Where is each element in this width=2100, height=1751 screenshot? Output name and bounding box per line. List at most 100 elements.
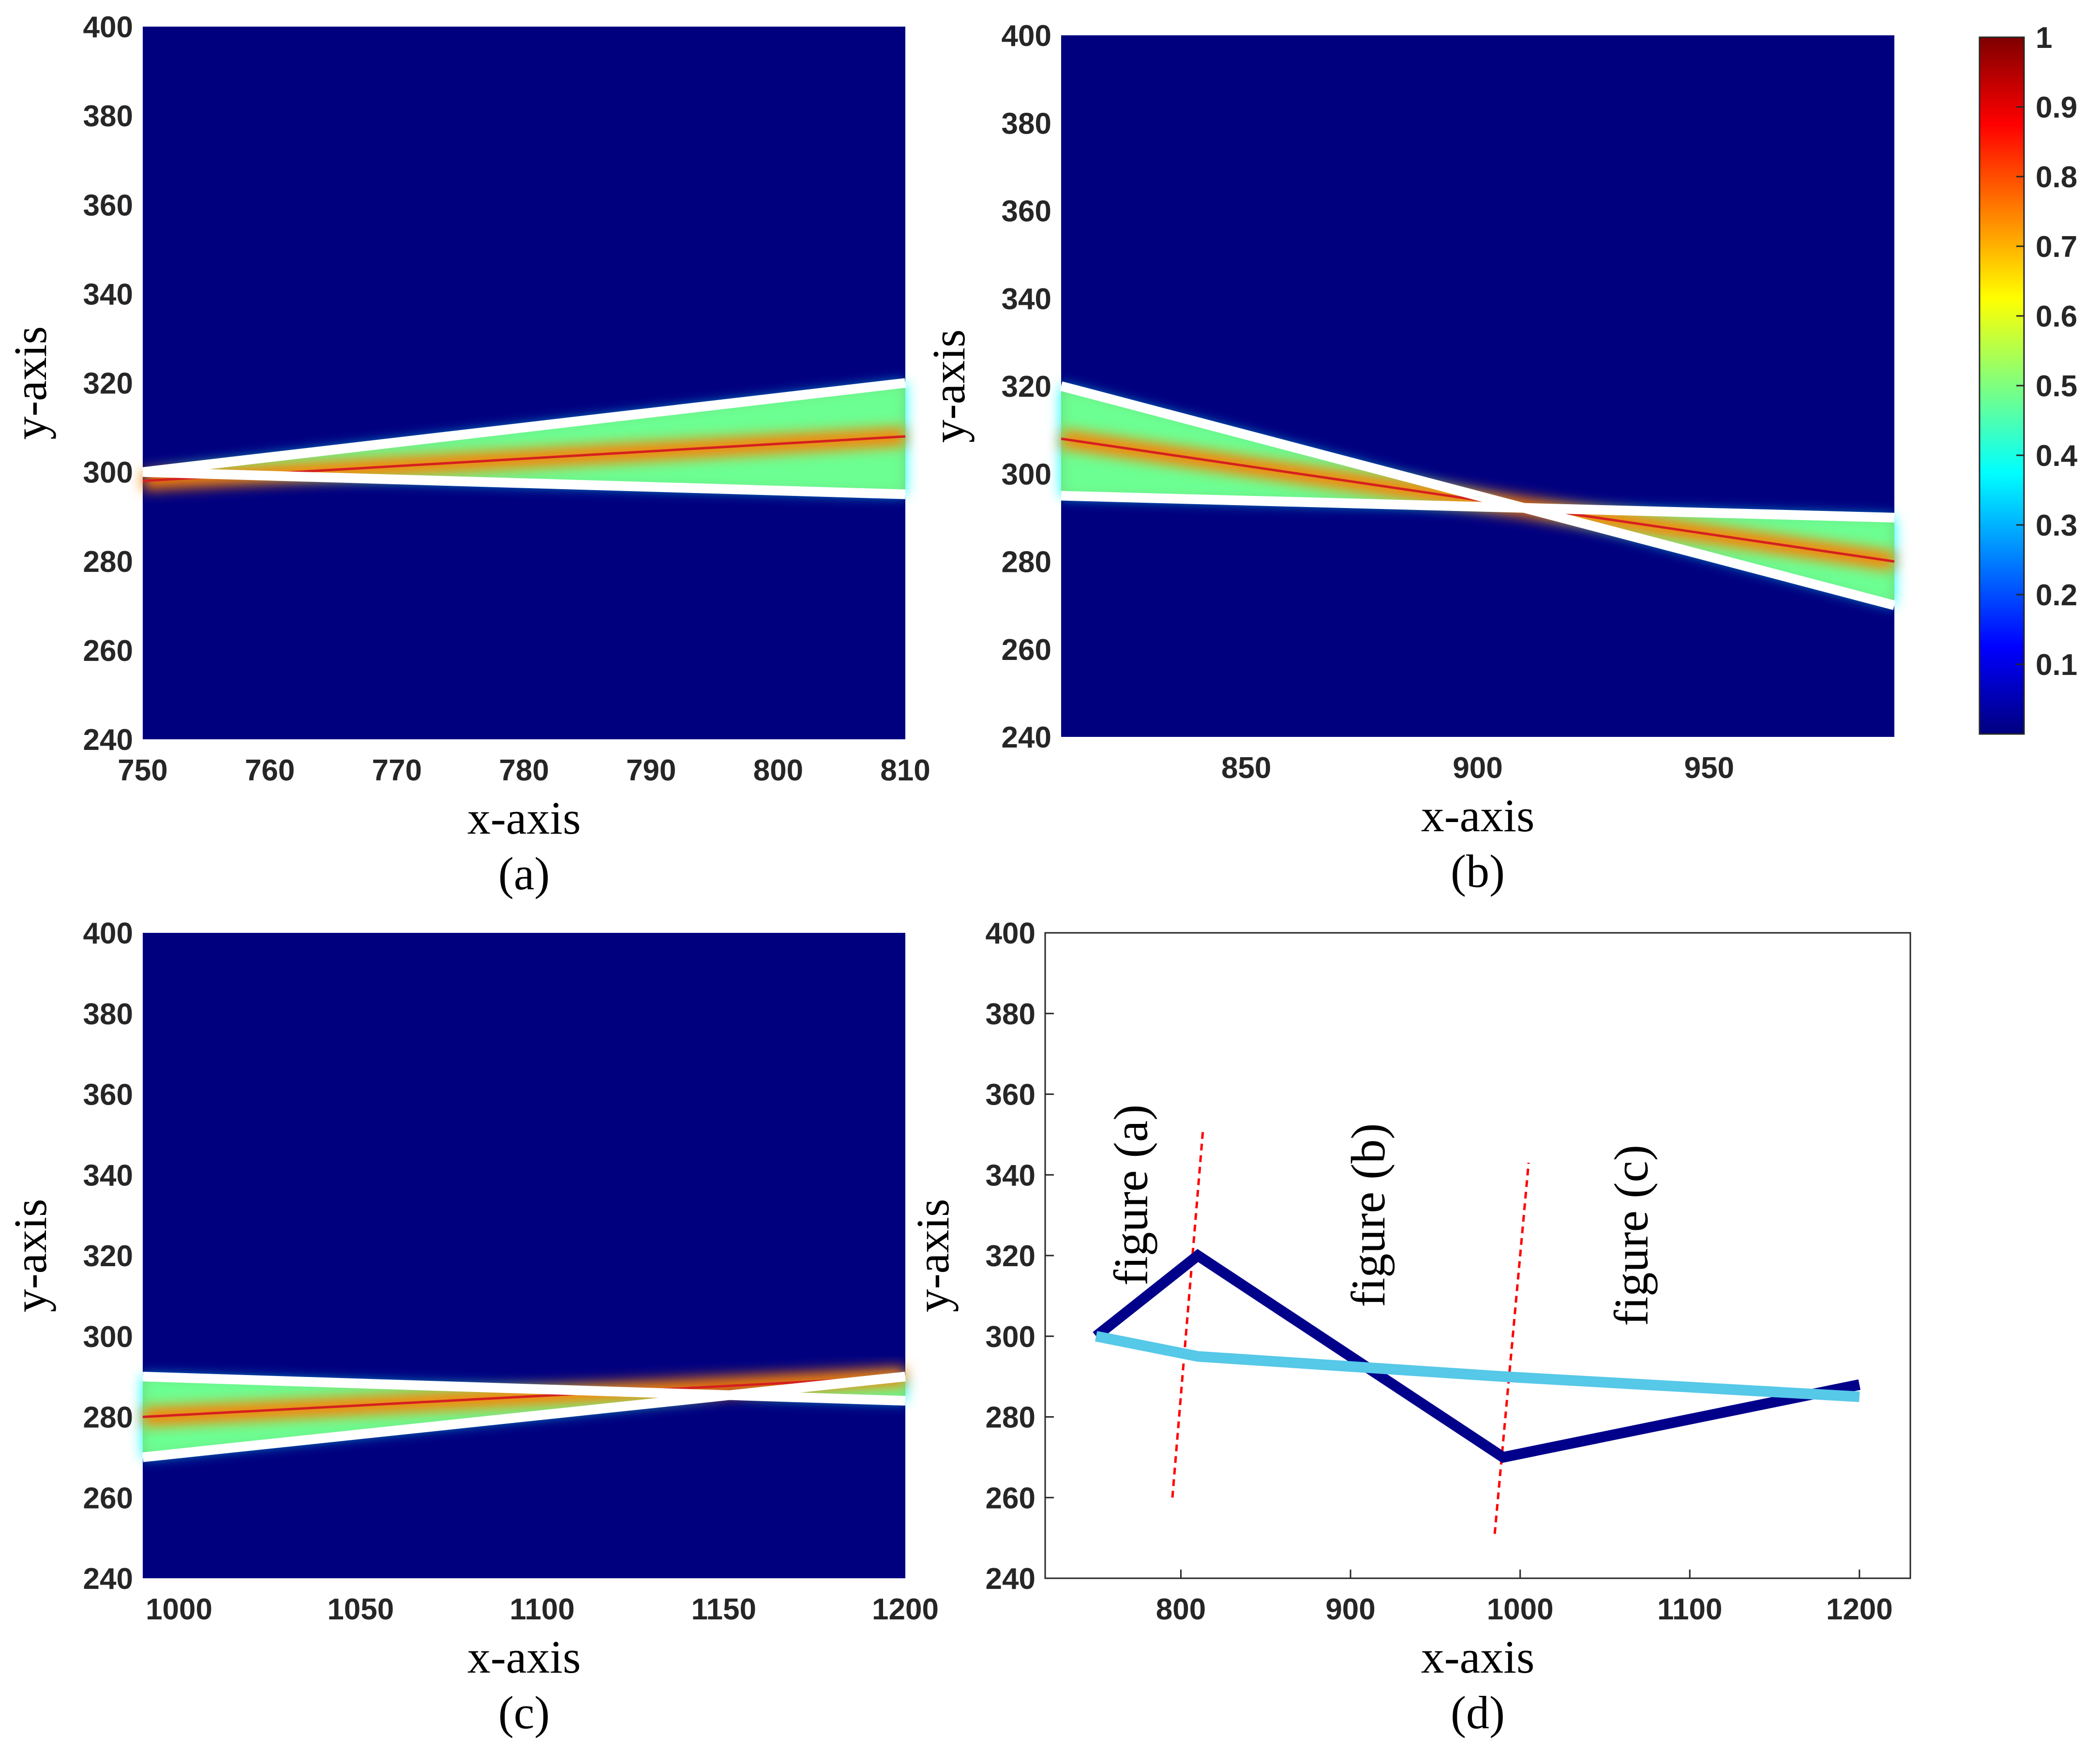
y-tick-label: 360 [83,1078,133,1112]
y-tick-label: 340 [986,1159,1035,1192]
y-tick-label: 320 [83,367,133,401]
red-center-line [142,1375,906,1418]
panel-b-y-ticks: 240 260 280 300 320 340 360 380 400 [1002,19,1051,754]
x-tick-label: 1000 [146,1593,212,1626]
panel-c-caption: (c) [498,1687,550,1738]
y-tick-label: 360 [1002,195,1051,228]
x-tick-label: 950 [1684,751,1734,785]
y-tick-label: 360 [83,189,133,222]
y-tick-label: 300 [1002,458,1051,491]
y-tick-label: 300 [83,1320,133,1354]
colorbar-tick-label: 0.4 [2036,439,2078,473]
dashed-divider-1 [1171,1130,1204,1498]
y-tick-label: 320 [83,1240,133,1273]
region-annotation: figure (a) [1104,1105,1157,1286]
panel-c-lines [142,1372,906,1462]
y-tick-label: 400 [83,917,133,950]
x-tick-label: 1100 [1657,1593,1723,1626]
colorbar-tick-label: 0.1 [2036,648,2077,682]
x-tick-label: 900 [1453,751,1502,785]
panel-d-x-axis-label: x-axis [1421,1631,1535,1683]
colorbar-scale [1979,36,2025,735]
y-tick-label: 260 [1002,633,1051,667]
colorbar-tick-label: 0.2 [2036,579,2077,612]
y-tick-label: 400 [83,11,133,44]
y-tick-label: 400 [1002,19,1051,53]
panel-a-y-ticks: 240 260 280 300 320 340 360 380 400 [83,11,133,757]
y-tick-label: 240 [1002,721,1051,754]
panel-d-annotations: figure (a) figure (b) figure (c) [1104,1105,1658,1326]
panel-c-x-ticks: 1000 1050 1100 1150 1200 [146,1593,939,1626]
colorbar-tick-label: 0.9 [2036,91,2077,124]
y-tick-label: 340 [83,278,133,311]
panel-d-y-ticks: 240 260 280 300 320 340 360 380 400 [986,917,1054,1596]
y-tick-label: 400 [986,917,1035,950]
x-tick-label: 1200 [1826,1593,1893,1626]
colorbar-tick-label: 0.8 [2036,161,2077,194]
y-tick-label: 280 [83,1401,133,1435]
region-annotation: figure (c) [1605,1145,1658,1326]
y-tick-label: 300 [83,456,133,490]
panel-d-lines [1093,1130,1861,1534]
white-boundary-line-1 [1060,381,1896,610]
y-tick-label: 280 [1002,546,1051,579]
y-tick-label: 380 [1002,107,1051,140]
x-tick-label: 780 [499,754,549,787]
y-tick-label: 280 [986,1401,1035,1435]
region-annotation: figure (b) [1341,1123,1395,1307]
y-tick-label: 360 [986,1078,1035,1112]
panel-a-heatmap-background [143,27,905,739]
panel-b-lines [1060,381,1896,610]
panel-d-x-ticks: 800 900 1000 1100 1200 [1156,1570,1893,1626]
white-boundary-line-1 [142,1372,906,1462]
panel-d-y-axis-label: y-axis [907,1199,959,1313]
panel-c-y-axis-label: y-axis [4,1199,56,1313]
dashed-divider-2 [1493,1163,1530,1534]
colorbar-tick-label: 1 [2036,21,2052,55]
y-tick-label: 340 [1002,283,1051,316]
white-boundary-line-2 [142,467,906,499]
y-tick-label: 260 [83,634,133,668]
x-tick-label: 850 [1221,751,1271,785]
panel-b-x-axis-label: x-axis [1421,790,1535,841]
panel-b: 850 900 950 240 260 280 300 320 340 360 380 400 x-… [923,19,1896,897]
panel-b-heatmap-background [1061,35,1894,737]
x-tick-label: 800 [753,754,803,787]
colorbar-tick-label: 0.5 [2036,370,2077,403]
y-tick-label: 380 [83,998,133,1031]
x-tick-label: 770 [372,754,422,787]
x-tick-label: 1150 [691,1593,757,1626]
x-tick-label: 800 [1156,1593,1206,1626]
y-tick-label: 300 [986,1320,1035,1354]
x-tick-label: 1100 [510,1593,575,1626]
white-boundary-line-1 [142,378,906,477]
panel-b-x-ticks: 850 900 950 [1221,751,1734,785]
y-tick-label: 340 [83,1159,133,1192]
colorbar: 0.1 0.2 0.3 0.4 0.5 0.6 0.7 0.8 0.9 1 [1979,21,2078,735]
x-tick-label: 1000 [1487,1593,1554,1626]
white-boundary-line-2 [142,1372,906,1406]
colorbar-ticks: 0.1 0.2 0.3 0.4 0.5 0.6 0.7 0.8 0.9 1 [2016,21,2078,682]
panel-b-caption: (b) [1451,845,1505,897]
panel-d-caption: (d) [1451,1687,1505,1738]
white-boundary-line-2 [1061,491,1895,523]
x-tick-label: 1050 [327,1593,394,1626]
panel-c: 1000 1050 1100 1150 1200 240 260 280 300 320 340 3… [4,917,939,1738]
y-tick-label: 240 [83,723,133,757]
panel-d: figure (a) figure (b) figure (c) 800 900 100… [907,917,1911,1738]
panel-b-y-axis-label: y-axis [923,329,975,443]
x-tick-label: 760 [245,754,295,787]
panel-a-y-axis-label: y-axis [4,326,56,440]
colorbar-tick-label: 0.7 [2036,230,2077,264]
panel-a-x-ticks: 750 760 770 780 790 800 810 [118,754,930,787]
y-tick-label: 240 [83,1562,133,1596]
x-tick-label: 790 [626,754,676,787]
x-tick-label: 900 [1325,1593,1375,1626]
panel-a-lines [142,378,906,499]
y-tick-label: 320 [1002,370,1051,404]
y-tick-label: 320 [986,1240,1035,1273]
colorbar-tick-label: 0.3 [2036,509,2077,542]
panel-a-x-axis-label: x-axis [467,792,581,844]
y-tick-label: 260 [986,1482,1035,1515]
